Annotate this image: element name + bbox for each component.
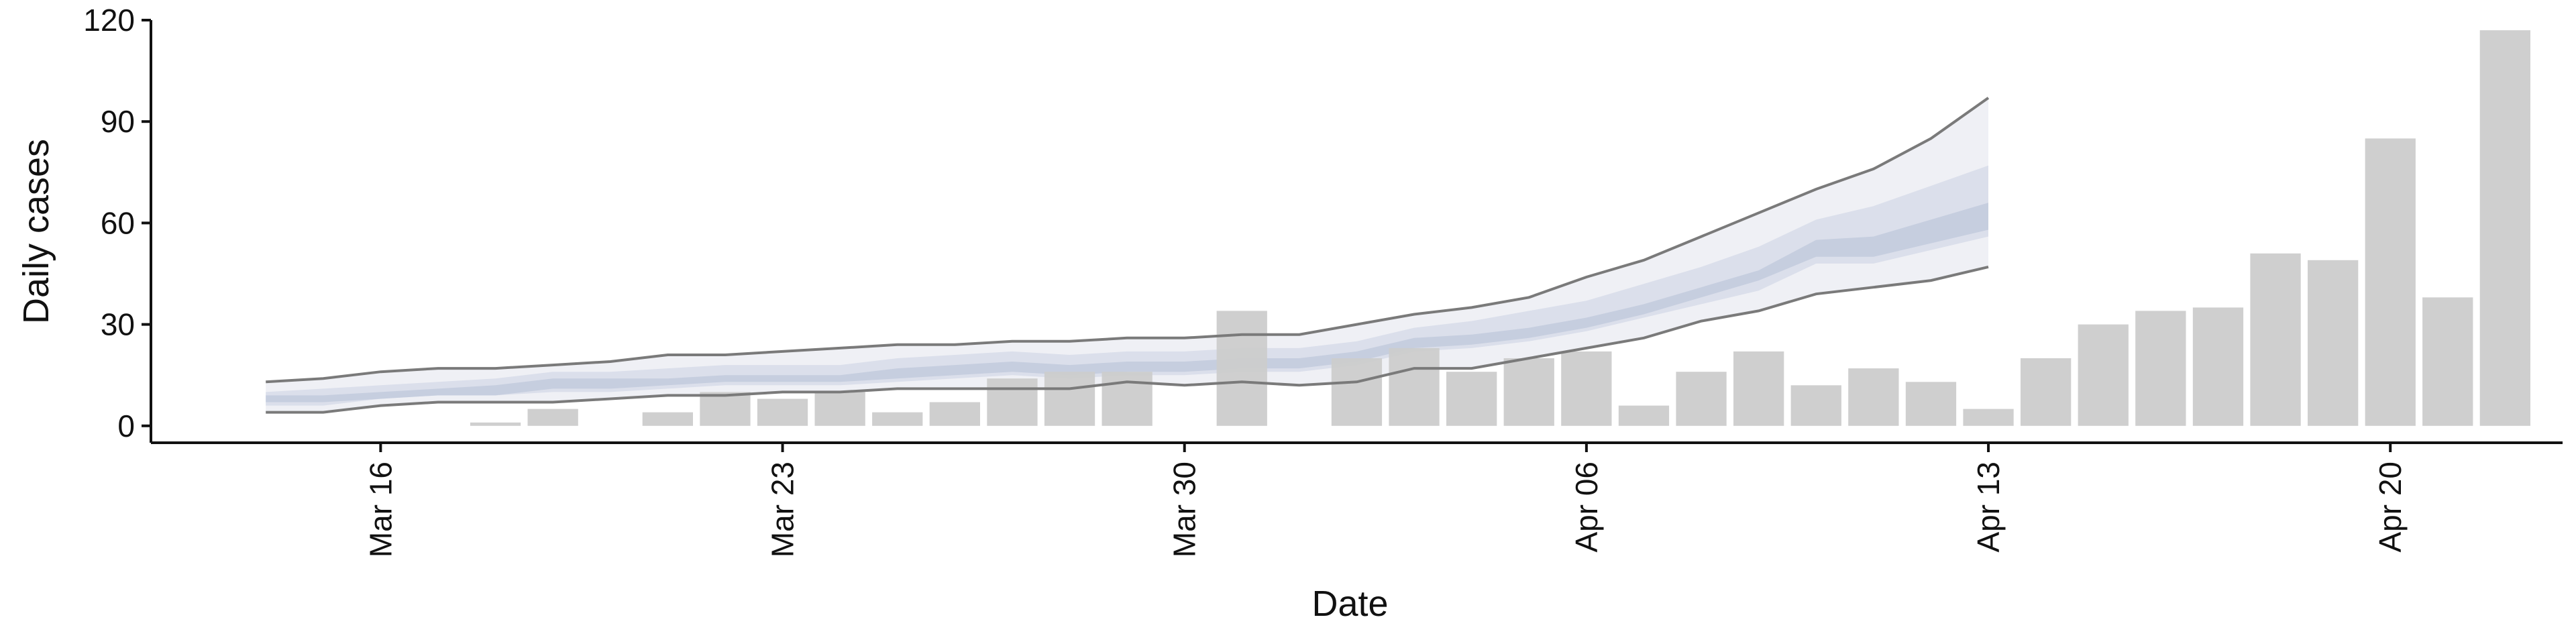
bar-2020-03-19 (527, 409, 578, 426)
bar-2020-03-22 (700, 392, 751, 426)
bar-2020-03-27 (987, 378, 1038, 426)
x-tick-label-2020-03-16: Mar 16 (363, 462, 398, 557)
bar-2020-04-04 (1446, 372, 1497, 426)
x-tick-label-2020-03-23: Mar 23 (765, 462, 800, 557)
bar-2020-04-08 (1676, 372, 1727, 426)
bar-2020-04-02 (1331, 358, 1383, 426)
bar-2020-03-21 (642, 412, 693, 426)
plot-area (266, 30, 2530, 426)
forecast-band-inner (266, 203, 1989, 402)
y-tick-label-30: 30 (101, 307, 135, 342)
x-tick-label-2020-04-20: Apr 20 (2373, 462, 2408, 553)
bar-2020-04-22 (2479, 30, 2530, 426)
bar-2020-04-17 (2192, 307, 2244, 426)
bar-2020-04-16 (2135, 311, 2186, 426)
forecast-bands (266, 97, 1989, 413)
y-axis: 0 30 60 90 120 (83, 3, 152, 443)
bar-2020-04-05 (1503, 358, 1554, 426)
bar-2020-04-13 (1963, 409, 2014, 426)
bar-2020-04-19 (2308, 260, 2359, 426)
y-tick-label-90: 90 (101, 104, 135, 139)
bar-2020-04-09 (1733, 351, 1784, 426)
bar-2020-03-31 (1216, 311, 1267, 426)
x-tick-label-2020-03-30: Mar 30 (1167, 462, 1202, 557)
forecast-upper-bound-line (266, 97, 1990, 384)
bar-2020-04-03 (1389, 347, 1440, 426)
bar-2020-03-24 (814, 392, 865, 426)
bar-2020-03-25 (872, 412, 923, 426)
bar-2020-04-10 (1790, 385, 1841, 426)
bar-2020-04-15 (2078, 324, 2129, 426)
bar-2020-04-07 (1618, 405, 1670, 426)
forecast-band-mid (266, 165, 1989, 406)
x-axis: Mar 16 Mar 23 Mar 30 Apr 06 Apr 13 Apr 20 (151, 441, 2563, 557)
bar-2020-04-20 (2365, 138, 2416, 426)
bar-2020-03-29 (1102, 372, 1152, 426)
bar-2020-04-18 (2250, 253, 2301, 426)
bar-2020-04-21 (2422, 297, 2473, 426)
daily-case-bars (470, 30, 2530, 426)
x-tick-label-2020-04-06: Apr 06 (1569, 462, 1604, 553)
x-tick-label-2020-04-13: Apr 13 (1971, 462, 2006, 553)
bar-2020-03-18 (470, 422, 521, 426)
bar-2020-03-28 (1044, 372, 1095, 426)
bar-2020-03-23 (757, 398, 808, 426)
bar-2020-04-12 (1905, 382, 1957, 426)
bar-2020-03-26 (929, 402, 980, 426)
x-axis-title: Date (1311, 584, 1388, 624)
y-axis-title: Daily cases (16, 139, 56, 324)
bar-2020-04-11 (1848, 368, 1899, 426)
forecast-lower-bound-line (266, 265, 1989, 414)
y-tick-label-0: 0 (117, 409, 135, 443)
y-tick-label-60: 60 (101, 205, 135, 240)
y-tick-label-120: 120 (83, 3, 135, 38)
bar-2020-04-14 (2021, 358, 2072, 426)
bar-2020-04-06 (1561, 351, 1612, 426)
